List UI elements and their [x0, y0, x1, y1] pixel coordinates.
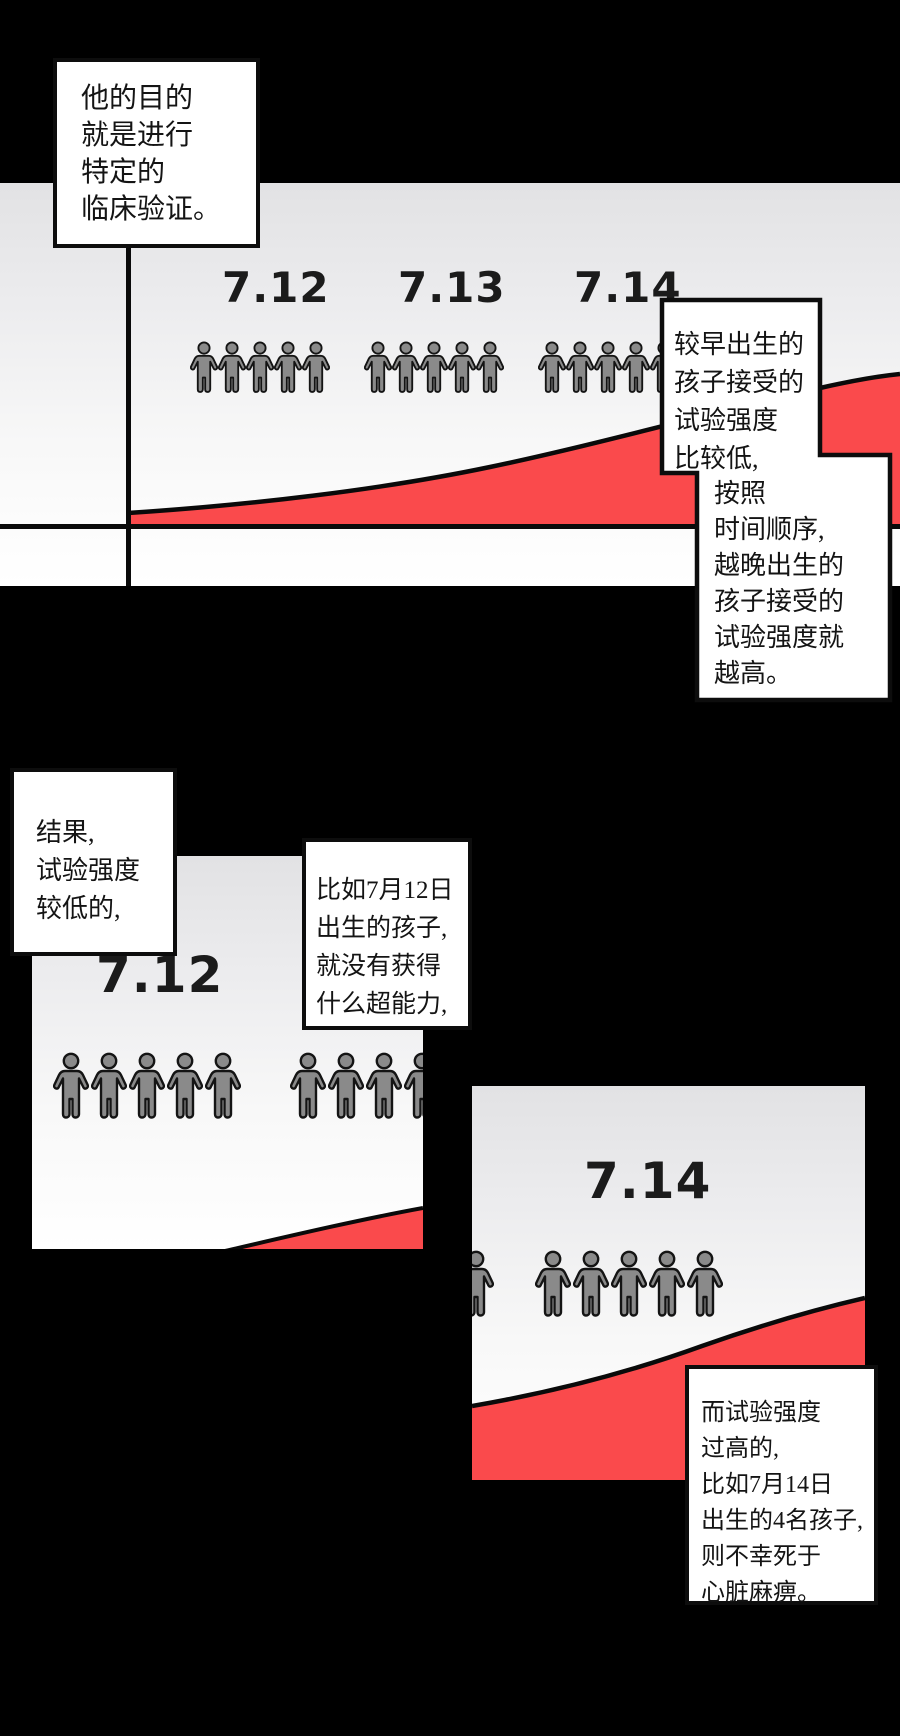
people-group-712 — [190, 341, 330, 394]
person-icon — [190, 341, 218, 393]
bubble-line: 过高的, — [701, 1436, 779, 1462]
person-icon — [611, 1250, 647, 1317]
person-icon — [129, 1052, 165, 1119]
bubble-line: 较低的, — [36, 894, 121, 923]
bubble-line: 孩子接受的 — [674, 368, 805, 397]
axis-vertical-line — [126, 246, 131, 586]
person-icon — [274, 341, 302, 393]
bubble-line: 就没有获得 — [316, 953, 442, 980]
people-group-713 — [364, 341, 504, 394]
person-icon — [328, 1052, 364, 1119]
date-label-712: 7.12 — [222, 263, 330, 312]
speech-bubble-result-low: 结果, 试验强度 较低的, — [10, 768, 177, 956]
speech-bubble-example-712: 比如7月12日 出生的孩子, 就没有获得 什么超能力, — [302, 838, 472, 1030]
bubble-line: 什么超能力, — [316, 991, 448, 1018]
people-group-714-partial — [472, 1250, 496, 1318]
person-icon — [167, 1052, 203, 1119]
bubble-line: 试验强度 — [674, 406, 779, 435]
bubble-line: 比较低, — [674, 444, 759, 473]
person-icon — [246, 341, 274, 393]
person-icon — [392, 341, 420, 393]
person-icon — [364, 341, 392, 393]
person-icon — [53, 1052, 89, 1119]
person-icon — [302, 341, 330, 393]
people-group-714 — [538, 341, 678, 394]
person-icon — [573, 1250, 609, 1317]
person-icon — [404, 1052, 423, 1119]
bubble-line: 临床验证。 — [81, 194, 222, 225]
bubble-line: 越晚出生的 — [714, 551, 845, 580]
intensity-area-chart-712 — [212, 1206, 423, 1249]
bubble-line: 则不幸死于 — [701, 1544, 821, 1570]
bubble-line: 试验强度 — [36, 856, 141, 885]
person-icon — [205, 1052, 241, 1119]
person-icon — [687, 1250, 723, 1317]
bubble-line: 出生的4名孩子, — [701, 1508, 863, 1534]
speech-bubble-example-714: 而试验强度 过高的, 比如7月14日 出生的4名孩子, 则不幸死于 心脏麻痹。 — [685, 1365, 878, 1606]
bubble-line: 而试验强度 — [701, 1400, 821, 1426]
person-icon — [594, 341, 622, 393]
bubble-line: 试验强度就 — [714, 623, 845, 652]
bubble-line: 特定的 — [81, 157, 166, 188]
bubble-line: 比如7月14日 — [701, 1472, 833, 1498]
date-label-712-big: 7.12 — [96, 946, 224, 1004]
person-icon — [218, 341, 246, 393]
person-icon — [91, 1052, 127, 1119]
person-icon — [566, 341, 594, 393]
bubble-line: 心脏麻痹。 — [701, 1580, 821, 1606]
person-icon — [622, 341, 650, 393]
speech-bubble-merged-outline — [659, 297, 893, 703]
date-label-713: 7.13 — [398, 263, 506, 312]
bubble-line: 就是进行 — [81, 120, 194, 151]
bubble-line: 结果, — [36, 818, 95, 847]
axis-horizontal-line — [0, 524, 900, 529]
bubble-line: 较早出生的 — [674, 330, 805, 359]
speech-bubble-order-higher: 按照 时间顺序, 越晚出生的 孩子接受的 试验强度就 越高。 — [714, 476, 844, 692]
bubble-line: 越高。 — [714, 659, 793, 688]
speech-bubble-purpose: 他的目的 就是进行 特定的 临床验证。 — [53, 58, 260, 248]
person-icon — [448, 341, 476, 393]
people-group-712-a — [53, 1052, 243, 1120]
bubble-line: 时间顺序, — [714, 515, 825, 544]
people-group-714-main — [535, 1250, 725, 1318]
speech-bubble-early-low: 较早出生的 孩子接受的 试验强度 比较低, — [674, 326, 804, 478]
person-icon — [476, 341, 504, 393]
date-label-714-big: 7.14 — [584, 1152, 712, 1210]
bubble-line: 孩子接受的 — [714, 587, 845, 616]
person-icon — [290, 1052, 326, 1119]
bubble-line: 按照 — [714, 479, 767, 508]
person-icon — [538, 341, 566, 393]
person-icon — [420, 341, 448, 393]
person-icon — [649, 1250, 685, 1317]
bubble-line: 他的目的 — [81, 83, 194, 114]
person-icon — [535, 1250, 571, 1317]
people-group-712-b — [290, 1052, 423, 1120]
bubble-line: 出生的孩子, — [316, 915, 448, 942]
person-icon — [472, 1250, 494, 1317]
person-icon — [366, 1052, 402, 1119]
bubble-line: 比如7月12日 — [316, 877, 454, 904]
